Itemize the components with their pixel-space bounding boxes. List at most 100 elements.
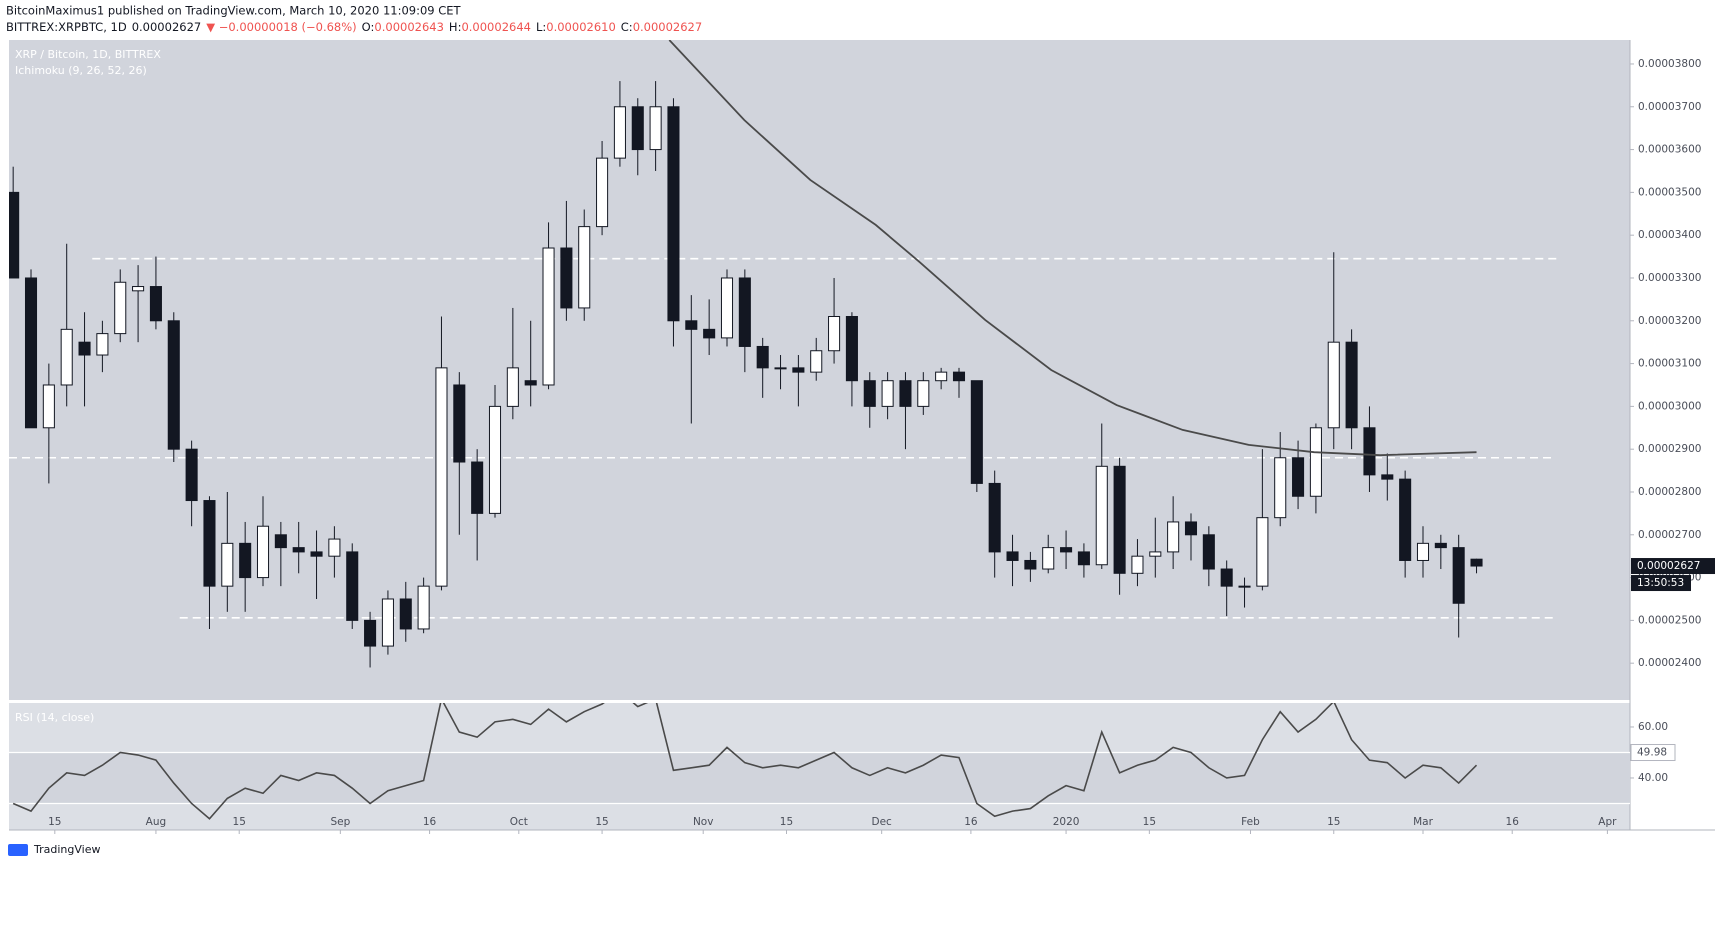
candle-body [703,328,716,339]
candle-body [1416,542,1430,561]
candle-body [78,341,91,356]
x-tick-label: 15 [233,816,246,828]
candle-body [24,277,38,429]
series-title: XRP / Bitcoin, 1D, BITTREX [15,48,161,61]
rsi-tick-label: 60.00 [1638,721,1668,733]
quote-part: 0.00002644 [461,20,531,34]
candle-body [221,542,234,587]
candle-body [417,585,430,630]
candle-body [1220,568,1233,587]
quote-part: ▼ −0.00000018 (−0.68%) [206,20,356,34]
x-tick-label: Mar [1413,816,1433,828]
candle-body [1131,555,1144,574]
candle-body [9,191,20,279]
candle-body [1399,478,1412,561]
candle-body [328,538,341,557]
rsi-last-tag [1630,744,1676,762]
candle-body [42,384,55,429]
x-tick-label: 15 [1143,816,1156,828]
rsi-band [9,752,1630,804]
y-tick-label: 0.00003500 [1638,186,1701,198]
candle-body [435,367,448,587]
last-price-label: 0.00002627 [1637,560,1700,572]
candle-body [631,106,644,151]
candle-body [774,367,787,370]
indicator-title: Ichimoku (9, 26, 52, 26) [15,64,147,77]
candle-body [810,350,823,373]
x-tick-label: 2020 [1053,816,1080,828]
candle-body [1256,517,1269,587]
candle-body [1042,547,1055,570]
candle-body [381,598,394,647]
candle-body [899,380,912,407]
candle-body [1202,534,1215,570]
y-tick-label: 0.00003700 [1638,101,1701,113]
brand[interactable]: TradingView [8,843,100,856]
candle-body [596,157,609,228]
candle-body [988,482,1001,553]
quote-line: BITTREX:XRPBTC, 1D 0.00002627 ▼ −0.0000001… [6,20,702,34]
y-tick-label: 0.00003400 [1638,229,1701,241]
axes: 0.000024000.000025000.000026000.00002700… [48,58,1715,834]
x-tick-label: 15 [48,816,61,828]
quote-part: O: [362,20,375,34]
candle-body [1167,521,1180,553]
candle-body [524,380,537,386]
y-tick-label: 0.00003000 [1638,400,1701,412]
countdown-tag [1631,575,1691,592]
quote-part: BITTREX:XRPBTC, 1D [6,20,127,34]
candle-body [310,551,323,557]
candle-body [1149,551,1162,557]
candle-body [274,534,287,549]
candle-body [792,367,805,373]
x-tick-label: Apr [1598,816,1617,828]
quote-part: H: [449,20,462,34]
x-tick-label: 16 [423,816,437,828]
x-tick-label: 15 [780,816,793,828]
candle-body [1345,341,1358,429]
rsi-last-label: 49.98 [1637,747,1667,759]
y-tick-label: 0.00002900 [1638,443,1701,455]
candle-body [845,315,858,382]
candle-body [667,106,680,322]
candle-body [1077,551,1090,566]
quote-part: 0.00002627 [633,20,703,34]
candle-body [167,320,180,450]
candle-body [471,461,484,514]
candle-body [560,247,573,309]
y-tick-label: 0.00003100 [1638,358,1701,370]
candle-body [542,247,555,386]
candle-body [203,500,216,587]
countdown-label: 13:50:53 [1637,577,1684,589]
candle-body [1274,457,1287,519]
candle-body [720,277,734,339]
candle-body [1238,585,1251,588]
candle-body [185,448,198,502]
candle-body [453,384,466,463]
brand-text: TradingView [33,843,100,856]
quote-part: 0.00002610 [546,20,616,34]
candle-body [1381,474,1394,480]
candle-body [935,371,948,382]
candle-body [863,380,876,407]
y-tick-label: 0.00002500 [1638,614,1701,626]
x-tick-label: 16 [964,816,978,828]
candle-body [1434,542,1447,549]
y-tick-label: 0.00002400 [1638,657,1701,669]
candle-body [364,619,377,647]
candle-body [149,286,162,322]
candle-body [488,405,502,514]
x-tick-label: Dec [871,816,892,828]
candle-body [239,542,252,579]
candle-body [952,371,966,382]
candle-body [738,277,751,347]
x-tick-label: Feb [1241,816,1260,828]
candle-body [506,367,519,407]
candle-body [1309,427,1322,497]
candle-body [346,551,359,621]
candle-body [60,328,73,386]
quote-part: C: [621,20,633,34]
candle-body [1470,558,1483,567]
candle-body [613,106,626,159]
